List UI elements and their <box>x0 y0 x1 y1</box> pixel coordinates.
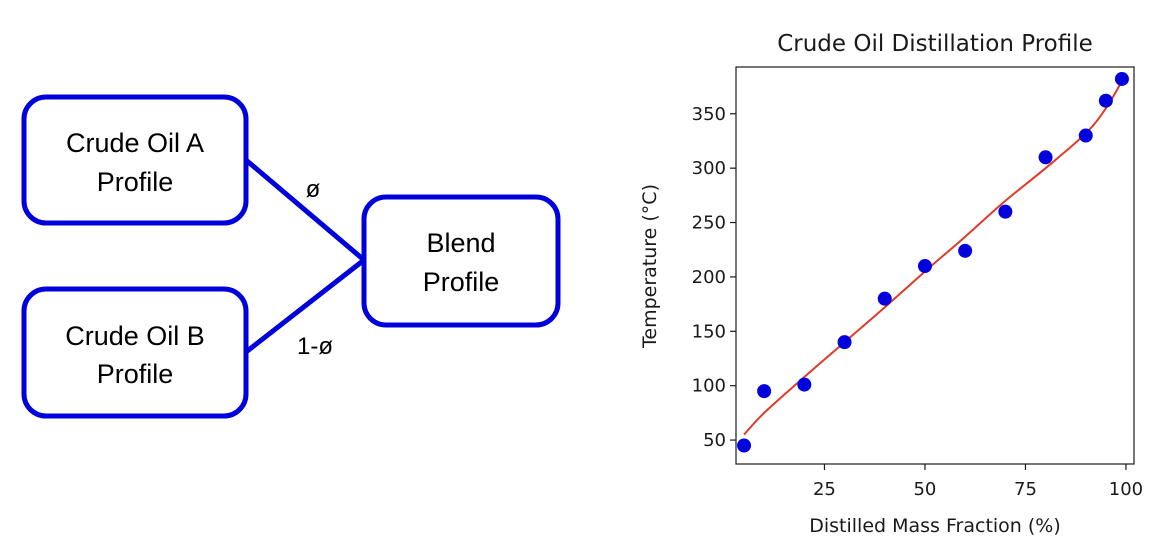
data-point <box>737 438 752 453</box>
data-point <box>958 243 973 258</box>
blend-diagram: Crude Oil A Profile Crude Oil B Profile … <box>21 94 561 419</box>
edge-a-to-blend <box>243 157 367 263</box>
data-point <box>1098 93 1113 108</box>
node-blend-line-1: Blend <box>426 228 495 258</box>
data-point <box>1038 150 1053 165</box>
node-crude-oil-a-line-2: Profile <box>97 167 174 197</box>
y-axis-label: Temperature (°C) <box>639 184 661 349</box>
chart-title: Crude Oil Distillation Profile <box>777 31 1093 57</box>
data-point <box>877 291 892 306</box>
data-point <box>1078 128 1093 143</box>
node-crude-oil-b <box>21 286 249 419</box>
node-blend-line-2: Profile <box>423 267 500 297</box>
node-crude-oil-b-line-2: Profile <box>97 359 174 389</box>
y-tick-label: 250 <box>692 213 726 234</box>
data-points <box>737 71 1129 453</box>
y-tick-label: 350 <box>692 104 726 125</box>
y-tick-label: 200 <box>692 267 726 288</box>
x-tick-label: 25 <box>813 479 836 500</box>
data-point <box>917 259 932 274</box>
node-crude-oil-b-line-1: Crude Oil B <box>65 321 205 351</box>
x-tick-label: 50 <box>913 479 936 500</box>
edge-a-label: ø <box>306 176 321 203</box>
y-tick-label: 50 <box>703 430 726 451</box>
y-tick-label: 150 <box>692 321 726 342</box>
data-point <box>1114 71 1129 86</box>
x-tick-label: 75 <box>1014 479 1037 500</box>
x-tick-label: 100 <box>1109 479 1143 500</box>
y-tick-label: 300 <box>692 158 726 179</box>
edge-b-label: 1-ø <box>297 333 333 360</box>
data-point <box>837 335 852 350</box>
edge-b-to-blend <box>243 257 367 355</box>
data-point <box>797 377 812 392</box>
node-blend <box>361 194 561 328</box>
y-tick-label: 100 <box>692 376 726 397</box>
data-point <box>757 384 772 399</box>
distillation-chart: Crude Oil Distillation Profile 50 100 150 2… <box>639 31 1143 537</box>
node-crude-oil-a-line-1: Crude Oil A <box>66 128 204 158</box>
data-point <box>998 204 1013 219</box>
x-axis: 25 50 75 100 <box>813 464 1143 500</box>
plot-frame <box>735 66 1135 465</box>
x-axis-label: Distilled Mass Fraction (%) <box>809 515 1061 537</box>
node-crude-oil-a <box>21 94 249 226</box>
y-axis: 50 100 150 200 250 300 350 <box>692 104 736 451</box>
